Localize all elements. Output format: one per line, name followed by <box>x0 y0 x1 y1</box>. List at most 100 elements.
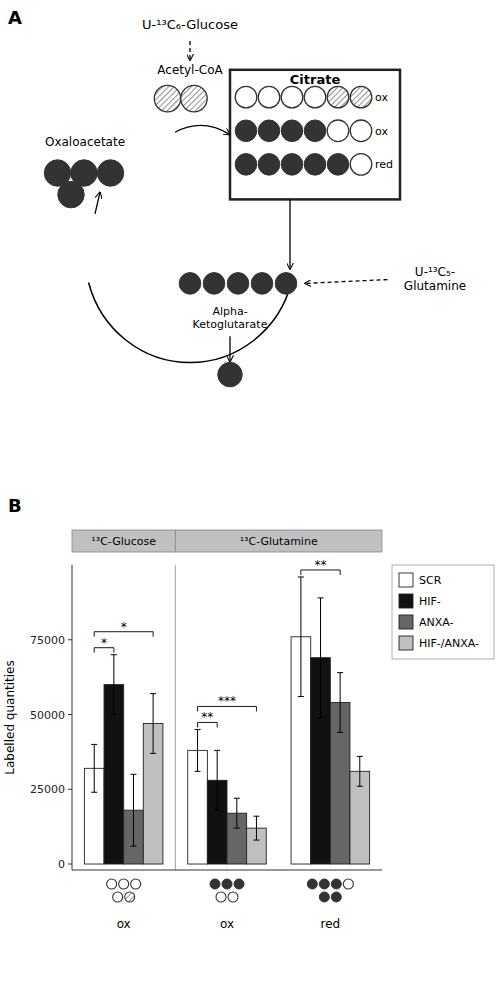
category-label: ox <box>220 917 234 931</box>
carbon-open <box>154 85 180 111</box>
y-tick <box>68 639 72 640</box>
error-bar <box>253 816 259 840</box>
carbon-filled <box>319 879 329 889</box>
error-bar <box>195 729 201 771</box>
y-tick <box>68 714 72 715</box>
carbon-open <box>258 86 280 108</box>
legend-swatch <box>399 594 413 608</box>
arrow <box>95 192 100 214</box>
carbon-hatched <box>327 86 349 108</box>
legend-label: HIF- <box>419 595 441 608</box>
carbon-open <box>119 879 129 889</box>
label-line: Glutamine <box>404 279 466 293</box>
carbon-open <box>327 86 349 108</box>
carbon-open <box>125 892 135 902</box>
y-tick <box>68 864 72 865</box>
legend-swatch <box>399 573 413 587</box>
citrate-box <box>230 70 400 200</box>
legend-swatch <box>399 615 413 629</box>
label-line: ox <box>375 125 388 138</box>
error-bar <box>298 577 304 697</box>
carbon-filled <box>258 154 280 176</box>
carbon-filled <box>234 879 244 889</box>
group-separator <box>175 565 176 870</box>
carbon-filled <box>218 362 243 387</box>
label-line: Ketoglutarate <box>193 318 268 331</box>
y-tick-label: 0 <box>58 858 65 871</box>
carbon-filled <box>235 154 257 176</box>
error-bar <box>130 774 136 846</box>
carbon-hatched <box>350 86 372 108</box>
x-axis-line <box>72 870 382 871</box>
legend-swatch <box>399 636 413 650</box>
legend-label: ANXA- <box>419 616 454 629</box>
label-line: red <box>375 158 393 171</box>
carbon-filled <box>210 879 220 889</box>
carbon-filled <box>203 273 225 295</box>
error-bar <box>150 694 156 754</box>
label-line: U-¹³C₆-Glucose <box>142 17 238 32</box>
category-label: red <box>320 917 340 931</box>
legend-label: SCR <box>419 574 442 587</box>
carbon-filled <box>327 154 349 176</box>
panel-title: B <box>8 495 22 516</box>
arrow <box>189 41 190 60</box>
legend-label: HIF-/ANXA- <box>419 637 479 650</box>
carbon-filled <box>304 120 326 142</box>
carbon-open <box>113 892 123 902</box>
significance-label: *** <box>218 694 236 708</box>
carbon-hatched <box>181 85 207 111</box>
carbon-open <box>216 892 226 902</box>
label-line: Citrate <box>290 72 341 87</box>
carbon-open <box>343 879 353 889</box>
diagram-label: Acetyl-CoA <box>157 63 223 77</box>
carbon-open <box>350 120 372 142</box>
significance-label: * <box>121 620 127 634</box>
error-bar <box>234 798 240 828</box>
error-bar <box>337 673 343 733</box>
y-axis-label: Labelled quantities <box>3 660 17 774</box>
diagram-label: Alpha-Ketoglutarate <box>193 305 268 331</box>
y-axis-line <box>72 565 73 870</box>
legend-frame <box>392 565 494 659</box>
panel-title: A <box>8 7 22 28</box>
carbon-open <box>281 86 303 108</box>
arrow <box>289 199 290 269</box>
diagram-label: Oxaloacetate <box>45 135 125 149</box>
label-line: Alpha- <box>212 305 247 318</box>
arrow <box>305 280 388 284</box>
carbon-filled <box>331 879 341 889</box>
carbon-filled <box>331 892 341 902</box>
carbon-open <box>235 86 257 108</box>
carbon-filled <box>281 154 303 176</box>
diagram-label: U-¹³C₆-Glucose <box>142 17 238 32</box>
y-tick <box>68 789 72 790</box>
carbon-open <box>350 86 372 108</box>
carbon-open <box>181 85 207 111</box>
significance-label: ** <box>201 710 213 724</box>
group-header-label: ¹³C-Glutamine <box>240 535 318 548</box>
carbon-hatched <box>125 892 135 902</box>
y-tick-label: 75000 <box>30 634 65 647</box>
group-header <box>175 530 382 552</box>
error-bar <box>91 744 97 792</box>
carbon-filled <box>58 181 84 207</box>
carbon-filled <box>281 120 303 142</box>
significance-label: ** <box>315 558 327 572</box>
arrow <box>175 125 230 134</box>
error-bar <box>357 756 363 786</box>
error-bar <box>214 750 220 810</box>
group-header <box>72 530 175 552</box>
figure: A U-¹³C₆-Glucose Acetyl-CoA Citrate ox ox red O… <box>0 0 500 994</box>
carbon-open <box>350 154 372 176</box>
category-label: ox <box>117 917 131 931</box>
carbon-filled <box>319 892 329 902</box>
error-bar <box>318 598 324 718</box>
carbon-filled <box>97 160 123 186</box>
carbon-filled <box>307 879 317 889</box>
carbon-open <box>131 879 141 889</box>
diagram-label: U-¹³C₅-Glutamine <box>404 265 466 293</box>
carbon-filled <box>179 273 201 295</box>
carbon-filled <box>251 273 273 295</box>
label-line: U-¹³C₅- <box>415 265 455 279</box>
